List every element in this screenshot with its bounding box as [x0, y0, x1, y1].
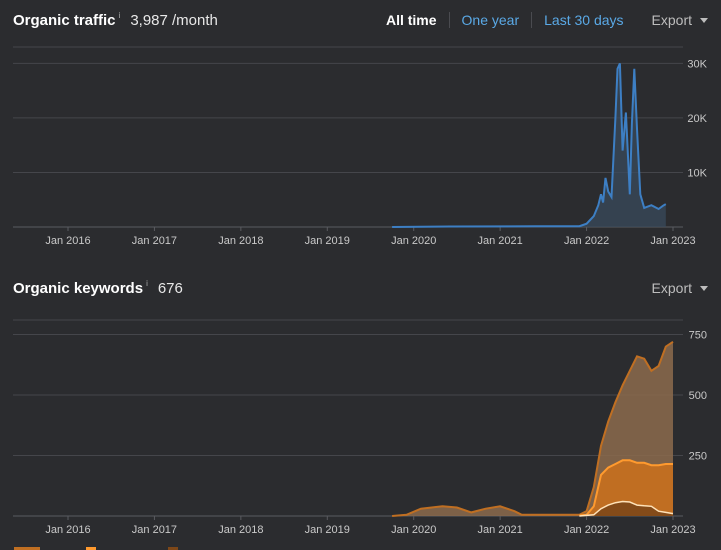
traffic-line [392, 62, 667, 228]
y-tick-label: 750 [689, 330, 707, 342]
y-tick-label: 500 [689, 390, 707, 402]
chevron-down-icon [700, 17, 708, 23]
tab-one-year[interactable]: One year [461, 12, 520, 28]
legend-strip [14, 547, 178, 550]
info-icon[interactable]: i [118, 10, 121, 20]
x-tick-label: Jan 2020 [391, 235, 436, 247]
y-tick-label: 30K [687, 58, 707, 70]
x-tick-label: Jan 2023 [650, 235, 695, 247]
chevron-down-icon [700, 285, 708, 291]
x-tick-label: Jan 2018 [218, 524, 263, 536]
organic-keywords-panel: Organic keywords i 676 Export 250 500 750 J… [0, 268, 721, 550]
keywords-middle-line [579, 459, 673, 517]
x-tick-label: Jan 2021 [478, 235, 523, 247]
keywords-chart: 250 500 750 Jan 2016 Jan 2017 Jan 2018 Jan 201… [13, 319, 707, 536]
tab-divider [448, 12, 450, 28]
tab-all-time[interactable]: All time [385, 12, 437, 28]
x-tick-label: Jan 2016 [45, 235, 90, 247]
y-tick-label: 250 [689, 451, 707, 463]
legend-swatch-inner [168, 547, 178, 550]
x-tick-label: Jan 2022 [564, 235, 609, 247]
x-tick-label: Jan 2016 [45, 524, 90, 536]
x-tick-label: Jan 2017 [132, 235, 177, 247]
info-icon[interactable]: i [146, 278, 148, 288]
keywords-export-button[interactable]: Export [652, 280, 708, 296]
organic-traffic-panel: Organic traffic i 3,987 /month All time … [0, 0, 721, 255]
traffic-header: Organic traffic i 3,987 /month All time … [13, 8, 708, 32]
tab-divider [531, 12, 533, 28]
traffic-chart: 10K 20K 30K Jan 2016 Jan 2017 Jan 2018 Jan 201… [13, 46, 708, 247]
traffic-metric: 3,987 /month [130, 11, 218, 29]
time-range-tabs: All time One year Last 30 days [374, 12, 636, 28]
traffic-area [392, 63, 666, 228]
legend-swatch-outer [14, 547, 40, 550]
x-tick-label: Jan 2022 [564, 524, 609, 536]
keywords-inner-line [579, 500, 674, 517]
x-tick-label: Jan 2019 [305, 524, 350, 536]
y-tick-label: 20K [687, 113, 707, 125]
keywords-title: Organic keywords [13, 279, 144, 297]
legend-swatch-middle [86, 547, 96, 550]
x-tick-label: Jan 2017 [132, 524, 177, 536]
traffic-title: Organic traffic [13, 11, 116, 29]
y-tick-label: 10K [687, 167, 707, 179]
traffic-export-button[interactable]: Export [652, 12, 708, 28]
export-label: Export [651, 12, 692, 28]
tab-last-30-days[interactable]: Last 30 days [544, 12, 624, 28]
keywords-inner-area [579, 501, 673, 516]
x-tick-label: Jan 2019 [305, 235, 350, 247]
x-tick-label: Jan 2021 [478, 524, 523, 536]
export-label: Export [651, 280, 692, 296]
x-tick-label: Jan 2020 [391, 524, 436, 536]
keywords-metric: 676 [157, 279, 183, 297]
x-tick-label: Jan 2018 [218, 235, 263, 247]
x-tick-label: Jan 2023 [650, 524, 695, 536]
keywords-header: Organic keywords i 676 Export [13, 276, 708, 300]
keywords-outer-line [392, 340, 674, 517]
